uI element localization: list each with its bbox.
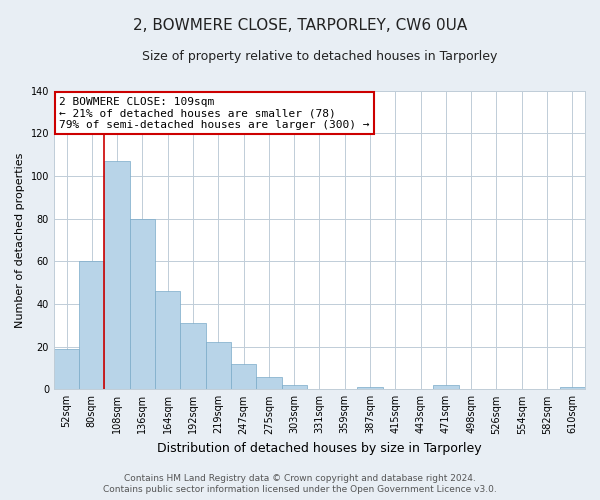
Y-axis label: Number of detached properties: Number of detached properties bbox=[15, 152, 25, 328]
X-axis label: Distribution of detached houses by size in Tarporley: Distribution of detached houses by size … bbox=[157, 442, 482, 455]
Bar bbox=[181, 323, 206, 390]
Text: 2, BOWMERE CLOSE, TARPORLEY, CW6 0UA: 2, BOWMERE CLOSE, TARPORLEY, CW6 0UA bbox=[133, 18, 467, 32]
Bar bbox=[104, 161, 130, 390]
Bar bbox=[433, 385, 458, 390]
Bar bbox=[130, 218, 155, 390]
Bar bbox=[155, 291, 181, 390]
Bar bbox=[256, 376, 281, 390]
Text: 2 BOWMERE CLOSE: 109sqm
← 21% of detached houses are smaller (78)
79% of semi-de: 2 BOWMERE CLOSE: 109sqm ← 21% of detache… bbox=[59, 96, 370, 130]
Bar bbox=[206, 342, 231, 390]
Bar bbox=[358, 387, 383, 390]
Text: Contains HM Land Registry data © Crown copyright and database right 2024.
Contai: Contains HM Land Registry data © Crown c… bbox=[103, 474, 497, 494]
Bar bbox=[231, 364, 256, 390]
Title: Size of property relative to detached houses in Tarporley: Size of property relative to detached ho… bbox=[142, 50, 497, 63]
Bar bbox=[54, 349, 79, 390]
Bar bbox=[79, 262, 104, 390]
Bar bbox=[281, 385, 307, 390]
Bar bbox=[560, 387, 585, 390]
